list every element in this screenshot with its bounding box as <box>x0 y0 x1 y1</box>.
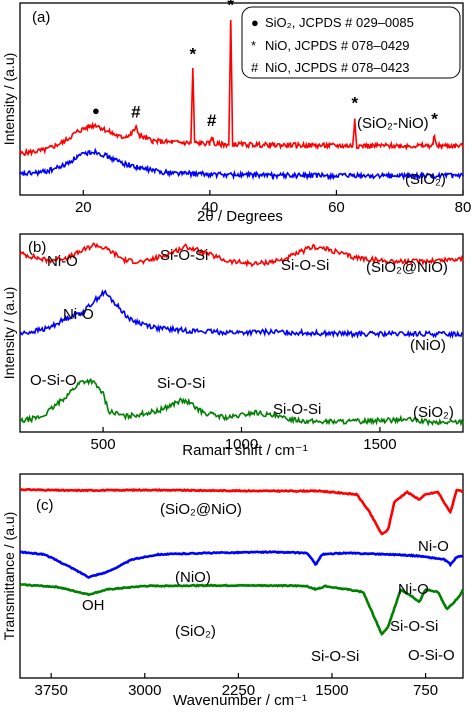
peak-label-c-sio-2: Si-O-Si <box>390 618 438 635</box>
series-label-sio2-at-nio-b: (SiO₂@NiO) <box>366 259 448 276</box>
panel-a-ylabel: Intensity / (a.u) <box>1 53 17 146</box>
legend-text-nio-0423: NiO, JCPDS # 078–0423 <box>265 60 410 75</box>
series-label-sio2-at-nio-c: (SiO₂@NiO) <box>160 501 242 518</box>
xrd-x-tick-label-0: 20 <box>75 199 92 216</box>
peak-label-c-oh: OH <box>82 597 105 614</box>
x-tick-label-1-2: 1500 <box>363 436 396 453</box>
peak-label-b-nio-mid: Ni-O <box>63 306 94 323</box>
xrd-x-tick-label-3: 80 <box>455 199 472 216</box>
panel-a-frame <box>19 2 464 196</box>
series-line-2-2 <box>19 582 465 636</box>
xrd-peak-marker-1: # <box>131 103 141 122</box>
panel-b-label: (b) <box>28 239 46 256</box>
peak-label-b-nio-top: Ni-O <box>47 253 78 270</box>
series-line-2-0 <box>19 487 463 536</box>
xrd-series-line-0 <box>19 19 464 157</box>
series-line-1-1 <box>19 289 464 339</box>
peak-label-b-sio-top-1: Si-O-Si <box>160 247 208 264</box>
xrd-peak-marker-3: # <box>207 111 217 130</box>
xrd-peak-marker-5: * <box>351 94 358 113</box>
peak-label-b-osio: O-Si-O <box>30 372 77 389</box>
panel-a-peak-markers: ● # * # * * * <box>92 0 438 130</box>
panel-a-series <box>19 19 464 181</box>
series-line-1-2 <box>20 377 464 427</box>
panel-b-xlabel: Raman shift / cm⁻¹ <box>182 442 307 459</box>
panel-b-x-ticks: 500 1000 1500 <box>91 427 397 453</box>
x-tick-label-2-2: 2250 <box>222 682 255 699</box>
panel-c-series <box>19 487 465 636</box>
series-label-nio-b: (NiO) <box>410 337 446 354</box>
x-tick-label-2-1: 3000 <box>128 682 161 699</box>
panel-a-label: (a) <box>32 9 50 26</box>
panel-a-legend-box <box>241 6 461 79</box>
series-line-2-1 <box>19 550 463 579</box>
legend-text-sio2: SiO₂, JCPDS # 029–0085 <box>265 15 414 30</box>
panel-a-xlabel: 2θ / Degrees <box>197 208 283 225</box>
xrd-x-tick-label-1: 40 <box>202 199 219 216</box>
x-tick-label-2-3: 1500 <box>315 682 348 699</box>
x-tick-label-1-1: 1000 <box>225 436 258 453</box>
x-tick-label-2-4: 750 <box>413 682 438 699</box>
xrd-series-line-1 <box>19 147 464 181</box>
peak-label-b-sio-bottom-2: Si-O-Si <box>273 401 321 418</box>
peak-label-b-sio-top-2: Si-O-Si <box>281 257 329 274</box>
legend-symbol-nio-star: * <box>251 38 256 53</box>
peak-label-c-nio-mid: Ni-O <box>398 581 429 598</box>
legend-symbol-sio2: ● <box>251 15 259 30</box>
panel-b-ylabel: Intensity / (a.u) <box>1 287 17 380</box>
series-line-1-0 <box>19 242 464 268</box>
panel-c-ylabel: Transmittance / (a.u) <box>1 512 17 641</box>
series-label-sio2-c: (SiO₂) <box>175 623 216 640</box>
x-tick-label-1-0: 500 <box>91 436 116 453</box>
peak-label-c-nio-top: Ni-O <box>418 538 449 555</box>
x-tick-label-2-0: 3750 <box>35 682 68 699</box>
series-label-sio2-b: (SiO₂) <box>413 404 454 421</box>
panel-c-x-ticks: 3750 3000 2250 1500 750 <box>35 673 438 699</box>
panel-c-xlabel: Wavenumber / cm⁻¹ <box>173 692 307 709</box>
peak-label-b-sio-bottom-1: Si-O-Si <box>157 375 205 392</box>
panel-c-label: (c) <box>36 497 54 514</box>
xrd-peak-marker-6: * <box>431 110 438 129</box>
panel-c-frame <box>19 473 464 679</box>
peak-label-c-sio-1: Si-O-Si <box>311 648 359 665</box>
xrd-x-tick-label-2: 60 <box>328 199 345 216</box>
series-label-nio-c: (NiO) <box>175 569 211 586</box>
panel-b-series <box>19 242 464 427</box>
xrd-peak-marker-2: * <box>189 45 196 64</box>
xrd-peak-marker-0: ● <box>92 103 100 118</box>
peak-label-c-osio: O-Si-O <box>408 647 455 664</box>
legend-symbol-nio-hash: # <box>251 60 259 75</box>
panel-a-xrd: ● # * # * * * 20 40 60 80 (a) ● SiO₂, JCPDS # 029… <box>1 0 471 225</box>
legend-text-nio-0429: NiO, JCPDS # 078–0429 <box>265 38 410 53</box>
panel-b-raman: 500 1000 1500 (b) Ni-O Si-O-Si Si-O-Si (Si… <box>1 233 464 459</box>
xrd-peak-marker-4: * <box>227 0 234 15</box>
series-label-sio2-a: (SiO₂) <box>405 171 446 188</box>
panel-a-x-ticks: 20 40 60 80 <box>75 190 471 216</box>
panel-c-ftir: 3750 3000 2250 1500 750 (c) (SiO₂@NiO) Ni-O … <box>1 473 465 709</box>
series-label-sio2-nio: (SiO₂-NiO) <box>357 115 429 132</box>
